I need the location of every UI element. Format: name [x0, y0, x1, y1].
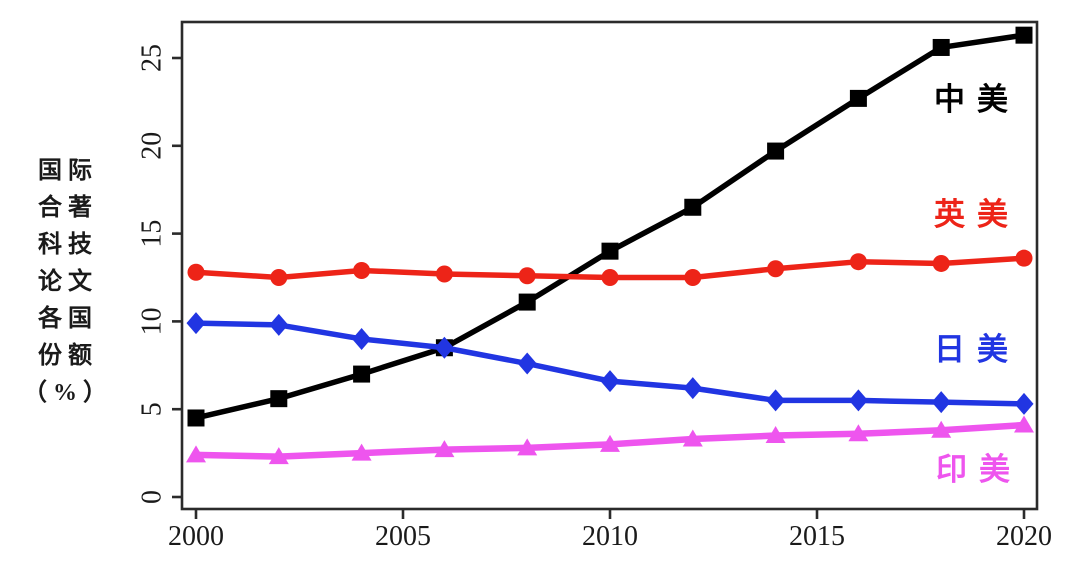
y-tick-label: 25 — [136, 44, 167, 72]
marker-diamond-jp-us — [848, 389, 868, 412]
marker-square-cn-us — [932, 38, 950, 56]
x-tick-label: 2000 — [168, 521, 224, 552]
series-line-cn-us — [193, 32, 1027, 421]
y-axis-title-line: （%） — [23, 380, 113, 406]
marker-triangle-in-us — [682, 429, 703, 447]
marker-square-cn-us — [684, 198, 702, 216]
marker-triangle-in-us — [848, 424, 869, 442]
y-tick-label: 0 — [136, 490, 167, 504]
y-axis-title-line: 合著 — [38, 195, 98, 221]
marker-square-cn-us — [849, 89, 867, 107]
y-axis-title-line: 各国 — [38, 306, 98, 332]
marker-diamond-jp-us — [1014, 392, 1034, 415]
marker-triangle-in-us — [351, 443, 372, 461]
marker-triangle-in-us — [434, 440, 455, 458]
marker-diamond-jp-us — [434, 336, 454, 359]
marker-diamond-jp-us — [186, 312, 206, 335]
marker-square-cn-us — [767, 142, 785, 160]
marker-triangle-in-us — [765, 426, 786, 444]
marker-triangle-in-us — [268, 447, 289, 465]
x-tick-label: 2010 — [582, 521, 638, 552]
marker-circle-uk-us — [187, 263, 205, 281]
marker-square-cn-us — [270, 390, 288, 408]
y-axis-title-line: 论文 — [38, 269, 98, 295]
marker-circle-uk-us — [684, 269, 702, 286]
marker-triangle-in-us — [600, 434, 620, 452]
marker-circle-uk-us — [518, 267, 536, 285]
marker-diamond-jp-us — [517, 352, 537, 375]
marker-triangle-in-us — [1014, 415, 1034, 433]
marker-triangle-in-us — [517, 438, 538, 456]
marker-square-cn-us — [601, 242, 619, 260]
y-tick-label: 15 — [136, 220, 167, 248]
series-label-uk-us: 英美 — [934, 197, 1020, 232]
y-axis-title-line: 国际 — [38, 158, 98, 184]
marker-circle-uk-us — [767, 260, 785, 278]
marker-triangle-in-us — [931, 420, 952, 438]
marker-square-cn-us — [187, 409, 205, 427]
marker-circle-uk-us — [849, 253, 867, 271]
y-tick-label: 20 — [136, 132, 167, 160]
marker-diamond-jp-us — [269, 313, 289, 336]
marker-circle-uk-us — [270, 269, 288, 286]
series-label-jp-us: 日美 — [934, 332, 1020, 367]
x-tick-label: 2020 — [996, 521, 1052, 552]
marker-circle-uk-us — [435, 265, 453, 283]
y-axis-title-line: 科技 — [38, 232, 98, 258]
x-tick-label: 2015 — [789, 521, 845, 552]
marker-circle-uk-us — [353, 261, 371, 279]
marker-circle-uk-us — [1015, 249, 1033, 267]
y-axis-title-line: 份额 — [38, 343, 98, 369]
marker-diamond-jp-us — [931, 391, 951, 414]
y-axis-title: 国际合著科技论文各国份额 （%） — [22, 153, 114, 412]
marker-diamond-jp-us — [683, 377, 703, 400]
marker-diamond-jp-us — [600, 370, 620, 393]
marker-circle-uk-us — [601, 269, 619, 286]
marker-square-cn-us — [518, 293, 536, 311]
y-tick-label: 5 — [136, 402, 167, 416]
series-label-cn-us: 中美 — [934, 82, 1020, 117]
marker-diamond-jp-us — [766, 389, 786, 412]
marker-triangle-in-us — [186, 445, 206, 463]
y-tick-label: 10 — [136, 307, 167, 335]
x-tick-label: 2005 — [375, 521, 431, 552]
marker-circle-uk-us — [932, 254, 950, 272]
series-label-in-us: 印美 — [936, 452, 1022, 487]
marker-diamond-jp-us — [352, 327, 372, 350]
marker-square-cn-us — [353, 365, 371, 383]
marker-square-cn-us — [1015, 26, 1033, 44]
